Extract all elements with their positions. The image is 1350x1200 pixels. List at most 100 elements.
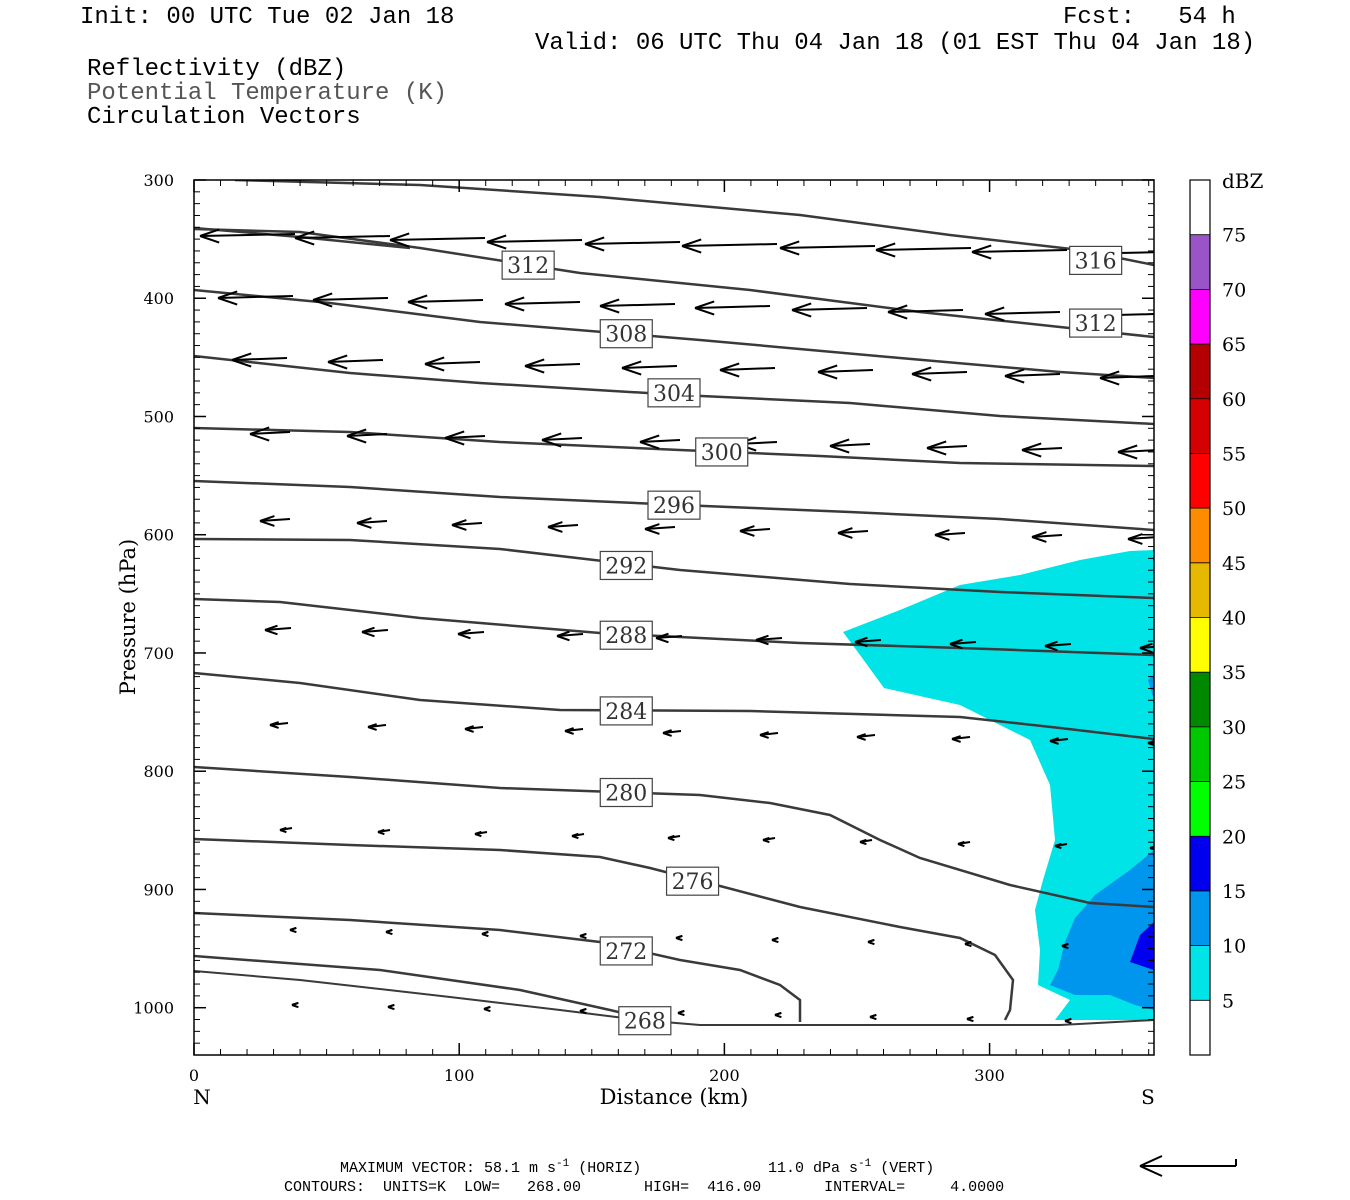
vector-shaft [556, 633, 584, 637]
circulation-vector [259, 515, 291, 527]
colorbar-level-label: 30 [1222, 717, 1246, 739]
colorbar-level-label: 60 [1222, 389, 1246, 411]
vector-head [1021, 449, 1042, 458]
vector-head [887, 311, 908, 320]
vector-shaft [1044, 643, 1072, 647]
vector-head [829, 445, 850, 454]
vector-shaft [584, 241, 681, 245]
vector-shaft [389, 237, 486, 241]
contour-label-text: 312 [507, 254, 549, 279]
vector-shaft [887, 309, 964, 313]
circulation-vector [385, 928, 393, 936]
contour-label-box [599, 777, 653, 808]
colorbar-level-label: 75 [1222, 225, 1246, 247]
circulation-vector [911, 366, 968, 382]
circulation-vector [681, 238, 778, 254]
circulation-vector [867, 938, 875, 946]
footer-contours: CONTOURS: UNITS=K LOW= 268.00 HIGH= 416.… [284, 1179, 1004, 1196]
vector-shaft [779, 245, 876, 249]
vector-shaft [739, 528, 771, 532]
vector-shaft [1004, 373, 1061, 377]
contour-label-308: 308 [599, 319, 653, 349]
circulation-vector [719, 362, 776, 378]
vector-head [837, 527, 853, 534]
contour-label-text: 300 [701, 441, 743, 466]
circulation-vector [964, 940, 972, 948]
circulation-vector [1117, 444, 1154, 460]
circulation-vector [584, 236, 681, 252]
vector-shaft [457, 631, 485, 635]
vector-head [771, 939, 779, 944]
vector-head [719, 362, 740, 371]
vector-shaft [327, 359, 384, 363]
vector-head [694, 300, 715, 309]
y-tick-label: 1000 [133, 999, 174, 1018]
circulation-vector [289, 926, 297, 934]
vector-head [677, 1012, 685, 1017]
contour-label-288: 288 [599, 620, 653, 650]
vector-head [1054, 845, 1062, 850]
vector-head [444, 437, 465, 446]
contour-label-text: 288 [605, 624, 647, 649]
vector-head [887, 304, 908, 313]
circulation-vector [291, 1001, 299, 1009]
y-tick-label: 900 [143, 880, 174, 899]
vector-head [483, 1008, 491, 1013]
colorbar-segment [1190, 344, 1210, 399]
vector-head [541, 432, 562, 441]
vector-head [964, 943, 972, 948]
vector-head [854, 636, 868, 643]
contour-label-box [1069, 245, 1123, 276]
vector-shaft [1127, 536, 1154, 540]
vector-head [675, 937, 683, 942]
vector-head [719, 369, 740, 378]
vector-head [486, 234, 507, 243]
vector-head [259, 515, 275, 522]
vector-head [387, 1006, 395, 1011]
circulation-vector [524, 358, 581, 374]
contour-label-box [599, 696, 653, 726]
vector-shaft [621, 365, 678, 369]
vector-head [199, 235, 220, 244]
circulation-vector [774, 1011, 782, 1019]
circulation-vector [547, 521, 579, 533]
circulation-vector [755, 634, 783, 646]
vector-head [269, 724, 279, 729]
vector-head [541, 439, 562, 448]
vector-head [377, 831, 385, 836]
vector-head [971, 251, 992, 260]
vector-head [869, 1016, 877, 1021]
vector-shaft [911, 371, 968, 375]
vector-head [984, 313, 1005, 322]
vector-head [407, 301, 428, 310]
circulation-vector [444, 430, 486, 446]
circulation-vector [464, 725, 484, 733]
vector-head [291, 1004, 299, 1009]
vector-head [457, 633, 471, 640]
circulation-vector [1099, 370, 1154, 386]
circulation-vector [791, 302, 868, 318]
vector-shaft [444, 435, 486, 439]
colorbar-segment [1190, 617, 1210, 673]
vector-head [547, 526, 563, 533]
reflectivity-10-15 [1050, 850, 1154, 1010]
contour-label-text: 304 [653, 382, 695, 407]
colorbar: 5 10 15 20 25 30 35 40 45 50 55 60 65 70 75 [1189, 179, 1246, 1056]
vector-head [837, 532, 853, 539]
vector-head [407, 294, 428, 303]
vector-head [356, 517, 372, 524]
vector-shaft [504, 301, 581, 305]
contour-label-box [695, 437, 749, 467]
vector-head [971, 244, 992, 253]
vector-head [524, 358, 545, 367]
vector-shaft [1139, 645, 1154, 649]
circulation-vector [854, 636, 882, 648]
contour-label-box [647, 378, 701, 408]
vector-head [279, 829, 287, 834]
contour-label-text: 276 [672, 870, 714, 895]
vector-head [231, 359, 252, 368]
vector-shaft [249, 431, 291, 435]
circulation-vector [387, 1003, 395, 1011]
circulation-vector [875, 242, 972, 258]
vector-shaft [817, 369, 874, 373]
